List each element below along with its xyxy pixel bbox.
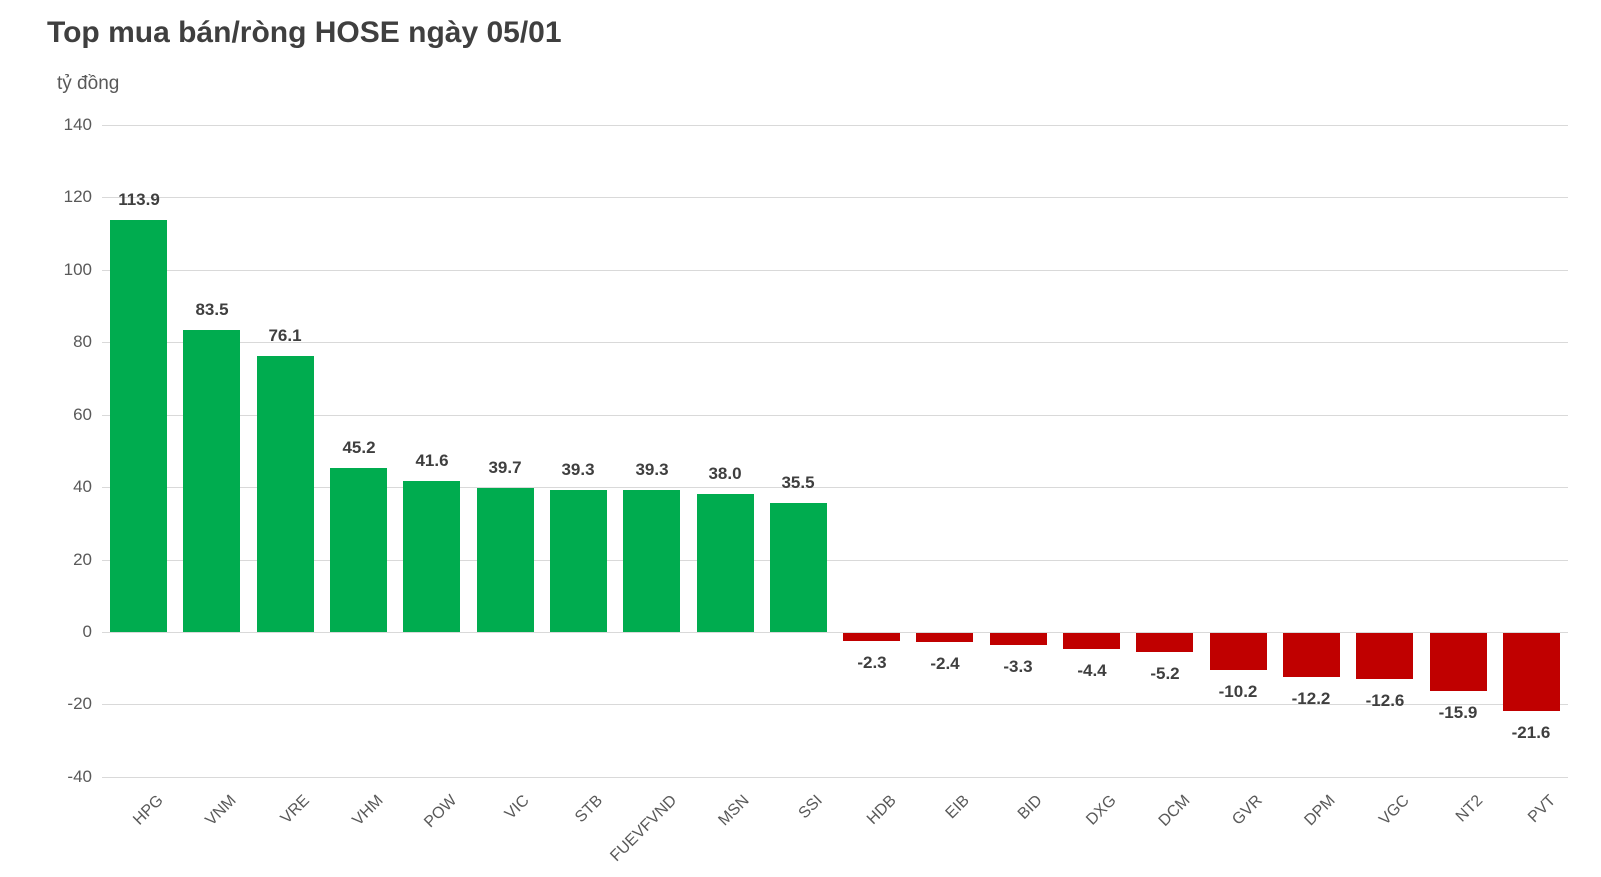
bar-value-label: 39.3 (635, 460, 669, 479)
bar-SSI (770, 503, 827, 632)
gridline-y-100 (102, 270, 1568, 271)
x-tick-label: GVR (1229, 792, 1267, 829)
bar-POW (403, 481, 460, 632)
chart-title: Top mua bán/ròng HOSE ngày 05/01 (47, 16, 562, 49)
x-tick-label: SSI (795, 792, 827, 823)
x-tick-label: VIC (502, 792, 534, 823)
bar-value-label: -10.2 (1218, 682, 1258, 701)
x-tick-label: POW (420, 792, 461, 832)
bar-value-label: -12.2 (1291, 689, 1331, 708)
x-tick-label: HDB (864, 792, 901, 828)
bar-value-label: -2.3 (857, 653, 887, 672)
gridline-y-80 (102, 342, 1568, 343)
bar-value-label: -21.6 (1511, 723, 1551, 742)
bar-value-label: 41.6 (415, 451, 449, 470)
bar-value-label: 38.0 (708, 464, 742, 483)
bar-DCM (1136, 633, 1193, 652)
bar-value-label: 113.9 (118, 190, 160, 209)
bar-value-label: -5.2 (1150, 664, 1180, 683)
y-tick-label: 120 (63, 187, 92, 206)
gridline-y-20 (102, 560, 1568, 561)
gridline-y-140 (102, 125, 1568, 126)
y-tick-label: -40 (67, 767, 92, 786)
gridline-y--20 (102, 704, 1568, 705)
bar-HPG (110, 220, 167, 632)
x-tick-label: DCM (1155, 792, 1194, 830)
y-tick-label: 60 (73, 405, 92, 424)
bar-DXG (1063, 633, 1120, 649)
y-tick-label: 20 (73, 550, 92, 569)
y-tick-label: 40 (73, 477, 92, 496)
gridline-y-0 (102, 632, 1568, 633)
bar-value-label: -12.6 (1365, 691, 1405, 710)
bar-MSN (697, 494, 754, 632)
x-tick-label: DXG (1083, 792, 1121, 829)
bar-value-label: 83.5 (195, 300, 229, 319)
bar-VGC (1356, 633, 1413, 679)
x-tick-label: VGC (1376, 792, 1414, 829)
bar-VHM (330, 468, 387, 632)
gridline-y-120 (102, 197, 1568, 198)
x-tick-label: VNM (202, 792, 241, 830)
y-axis-unit-label: tỷ đồng (57, 73, 120, 94)
y-tick-label: 140 (63, 115, 92, 134)
x-tick-label: BID (1015, 792, 1047, 823)
bar-VRE (257, 356, 314, 632)
gridline-y-40 (102, 487, 1568, 488)
x-tick-label: FUEVFVND (607, 792, 681, 865)
y-tick-label: 80 (73, 332, 92, 351)
bar-value-label: 76.1 (268, 326, 302, 345)
x-tick-label: EIB (942, 792, 974, 823)
bar-value-label: 35.5 (781, 473, 815, 492)
x-tick-label: DPM (1301, 792, 1340, 830)
bar-DPM (1283, 633, 1340, 677)
x-tick-label: VRE (277, 792, 314, 828)
bar-value-label: 45.2 (342, 438, 376, 457)
y-tick-label: 0 (82, 622, 92, 641)
bar-value-label: -2.4 (930, 654, 960, 673)
gridline-y-60 (102, 415, 1568, 416)
bar-PVT (1503, 633, 1560, 711)
x-tick-label: HPG (130, 792, 168, 829)
y-tick-label: -20 (67, 694, 92, 713)
bar-NT2 (1430, 633, 1487, 691)
bar-value-label: 39.3 (561, 460, 595, 479)
bar-EIB (916, 633, 973, 642)
y-tick-label: 100 (63, 260, 92, 279)
bar-HDB (843, 633, 900, 641)
x-tick-label: PVT (1524, 792, 1560, 827)
bar-value-label: -4.4 (1077, 661, 1107, 680)
gridline-y--40 (102, 777, 1568, 778)
bar-BID (990, 633, 1047, 645)
bar-VIC (477, 488, 534, 632)
bar-value-label: -15.9 (1438, 703, 1478, 722)
x-tick-label: VHM (349, 792, 388, 830)
x-tick-label: NT2 (1452, 792, 1487, 826)
bar-value-label: 39.7 (488, 458, 522, 477)
bar-STB (550, 490, 607, 632)
bar-value-label: -3.3 (1003, 657, 1033, 676)
x-tick-label: MSN (715, 792, 754, 830)
x-tick-label: STB (571, 792, 607, 827)
bar-VNM (183, 330, 240, 632)
bar-FUEVFVND (623, 490, 680, 632)
bar-GVR (1210, 633, 1267, 670)
